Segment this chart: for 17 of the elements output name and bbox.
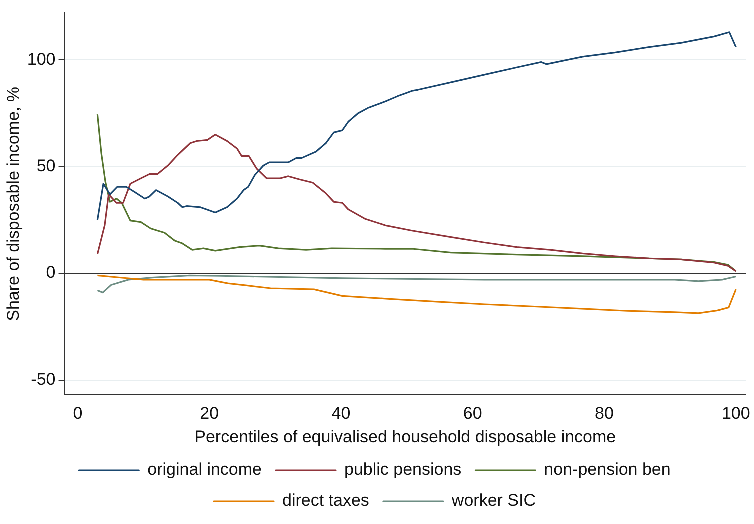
x-tick-label: 40 bbox=[332, 404, 351, 424]
x-axis-title: Percentiles of equivalised household disposable income bbox=[194, 427, 616, 446]
y-tick-label: 100 bbox=[27, 50, 56, 69]
x-tick-label: 20 bbox=[200, 404, 220, 424]
y-axis-title: Share of disposable income, % bbox=[4, 87, 23, 322]
y-tick-label: 50 bbox=[36, 156, 56, 176]
legend-label: worker SIC bbox=[450, 491, 536, 510]
legend-label: non-pension ben bbox=[544, 460, 671, 480]
y-tick-label: 0 bbox=[46, 263, 56, 282]
legend-label: original income bbox=[148, 460, 262, 480]
legend-label: direct taxes bbox=[282, 491, 370, 510]
x-tick-label: 0 bbox=[73, 404, 83, 424]
x-tick-label: 100 bbox=[722, 404, 750, 424]
x-tick-label: 60 bbox=[463, 404, 482, 424]
legend-label: public pensions bbox=[344, 460, 462, 480]
y-tick-label: -50 bbox=[31, 370, 56, 389]
x-tick-label: 80 bbox=[595, 404, 614, 424]
